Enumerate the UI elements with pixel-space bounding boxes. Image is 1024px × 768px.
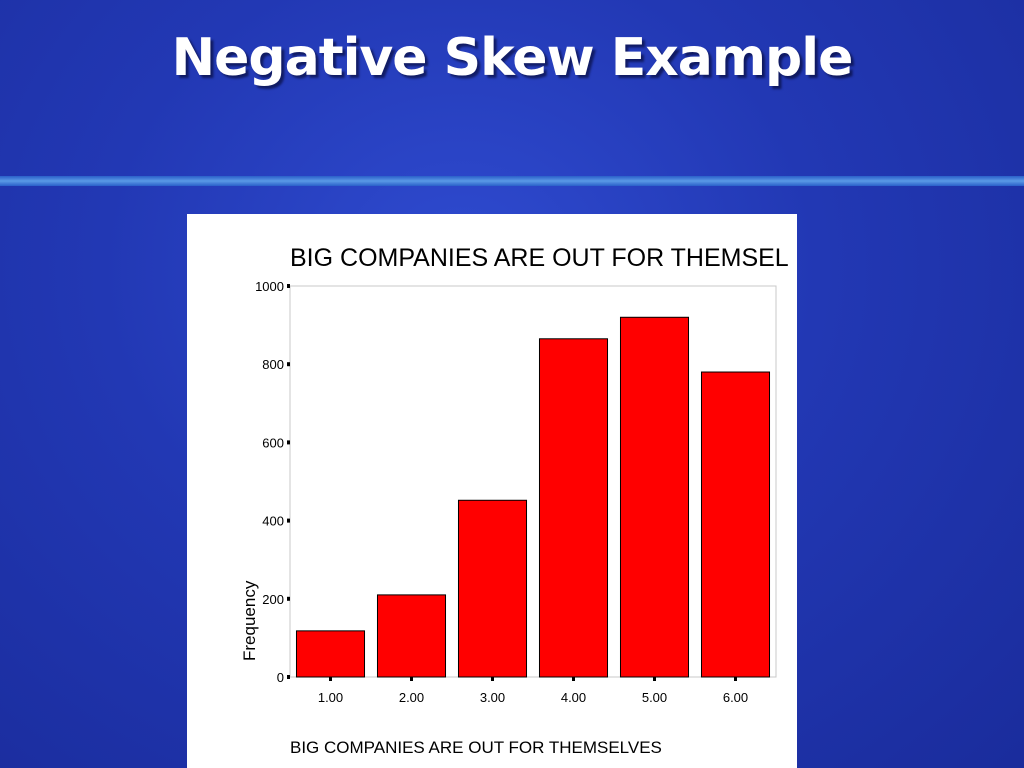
plot-area-frame (289, 285, 777, 678)
slide-title: Negative Skew Example (171, 28, 854, 88)
x-tick-mark (410, 677, 413, 681)
y-tick-label: 1000 (255, 279, 284, 294)
bar (457, 499, 528, 678)
y-tick-label: 0 (277, 670, 284, 685)
x-tick-label: 4.00 (561, 690, 586, 705)
chart-title: BIG COMPANIES ARE OUT FOR THEMSEL (290, 244, 789, 272)
y-tick-mark (287, 518, 290, 523)
bar (376, 594, 447, 678)
y-tick-label: 200 (262, 592, 284, 607)
x-tick-mark (572, 677, 575, 681)
x-tick-label: 3.00 (480, 690, 505, 705)
y-tick-mark (287, 284, 290, 288)
bar (700, 371, 771, 678)
y-tick-label: 600 (262, 435, 284, 450)
x-tick-mark (653, 677, 656, 681)
y-axis: 0 200 400 600 800 1000 (255, 279, 290, 685)
bars (295, 316, 771, 678)
y-tick-mark (287, 362, 290, 367)
x-tick-label: 5.00 (642, 690, 667, 705)
bar (538, 338, 609, 678)
x-tick-label: 1.00 (318, 690, 343, 705)
x-tick-label: 2.00 (399, 690, 424, 705)
bar (295, 630, 366, 678)
y-tick-mark (287, 675, 290, 679)
x-tick-label: 6.00 (723, 690, 748, 705)
y-tick-label: 400 (262, 514, 284, 529)
chart-panel: BIG COMPANIES ARE OUT FOR THEMSEL 0 200 40… (187, 214, 797, 768)
bar (619, 316, 690, 678)
bar-chart: BIG COMPANIES ARE OUT FOR THEMSEL 0 200 40… (240, 244, 789, 757)
x-axis-label: BIG COMPANIES ARE OUT FOR THEMSELVES (290, 738, 662, 757)
x-tick-mark (734, 677, 737, 681)
y-axis-label: Frequency (240, 580, 259, 661)
x-tick-mark (491, 677, 494, 681)
x-axis: 1.00 2.00 3.00 4.00 5.00 6.00 (318, 677, 748, 705)
y-tick-mark (287, 596, 290, 601)
x-tick-mark (329, 677, 332, 681)
title-divider (0, 176, 1024, 186)
y-tick-mark (287, 440, 290, 445)
y-tick-label: 800 (262, 357, 284, 372)
